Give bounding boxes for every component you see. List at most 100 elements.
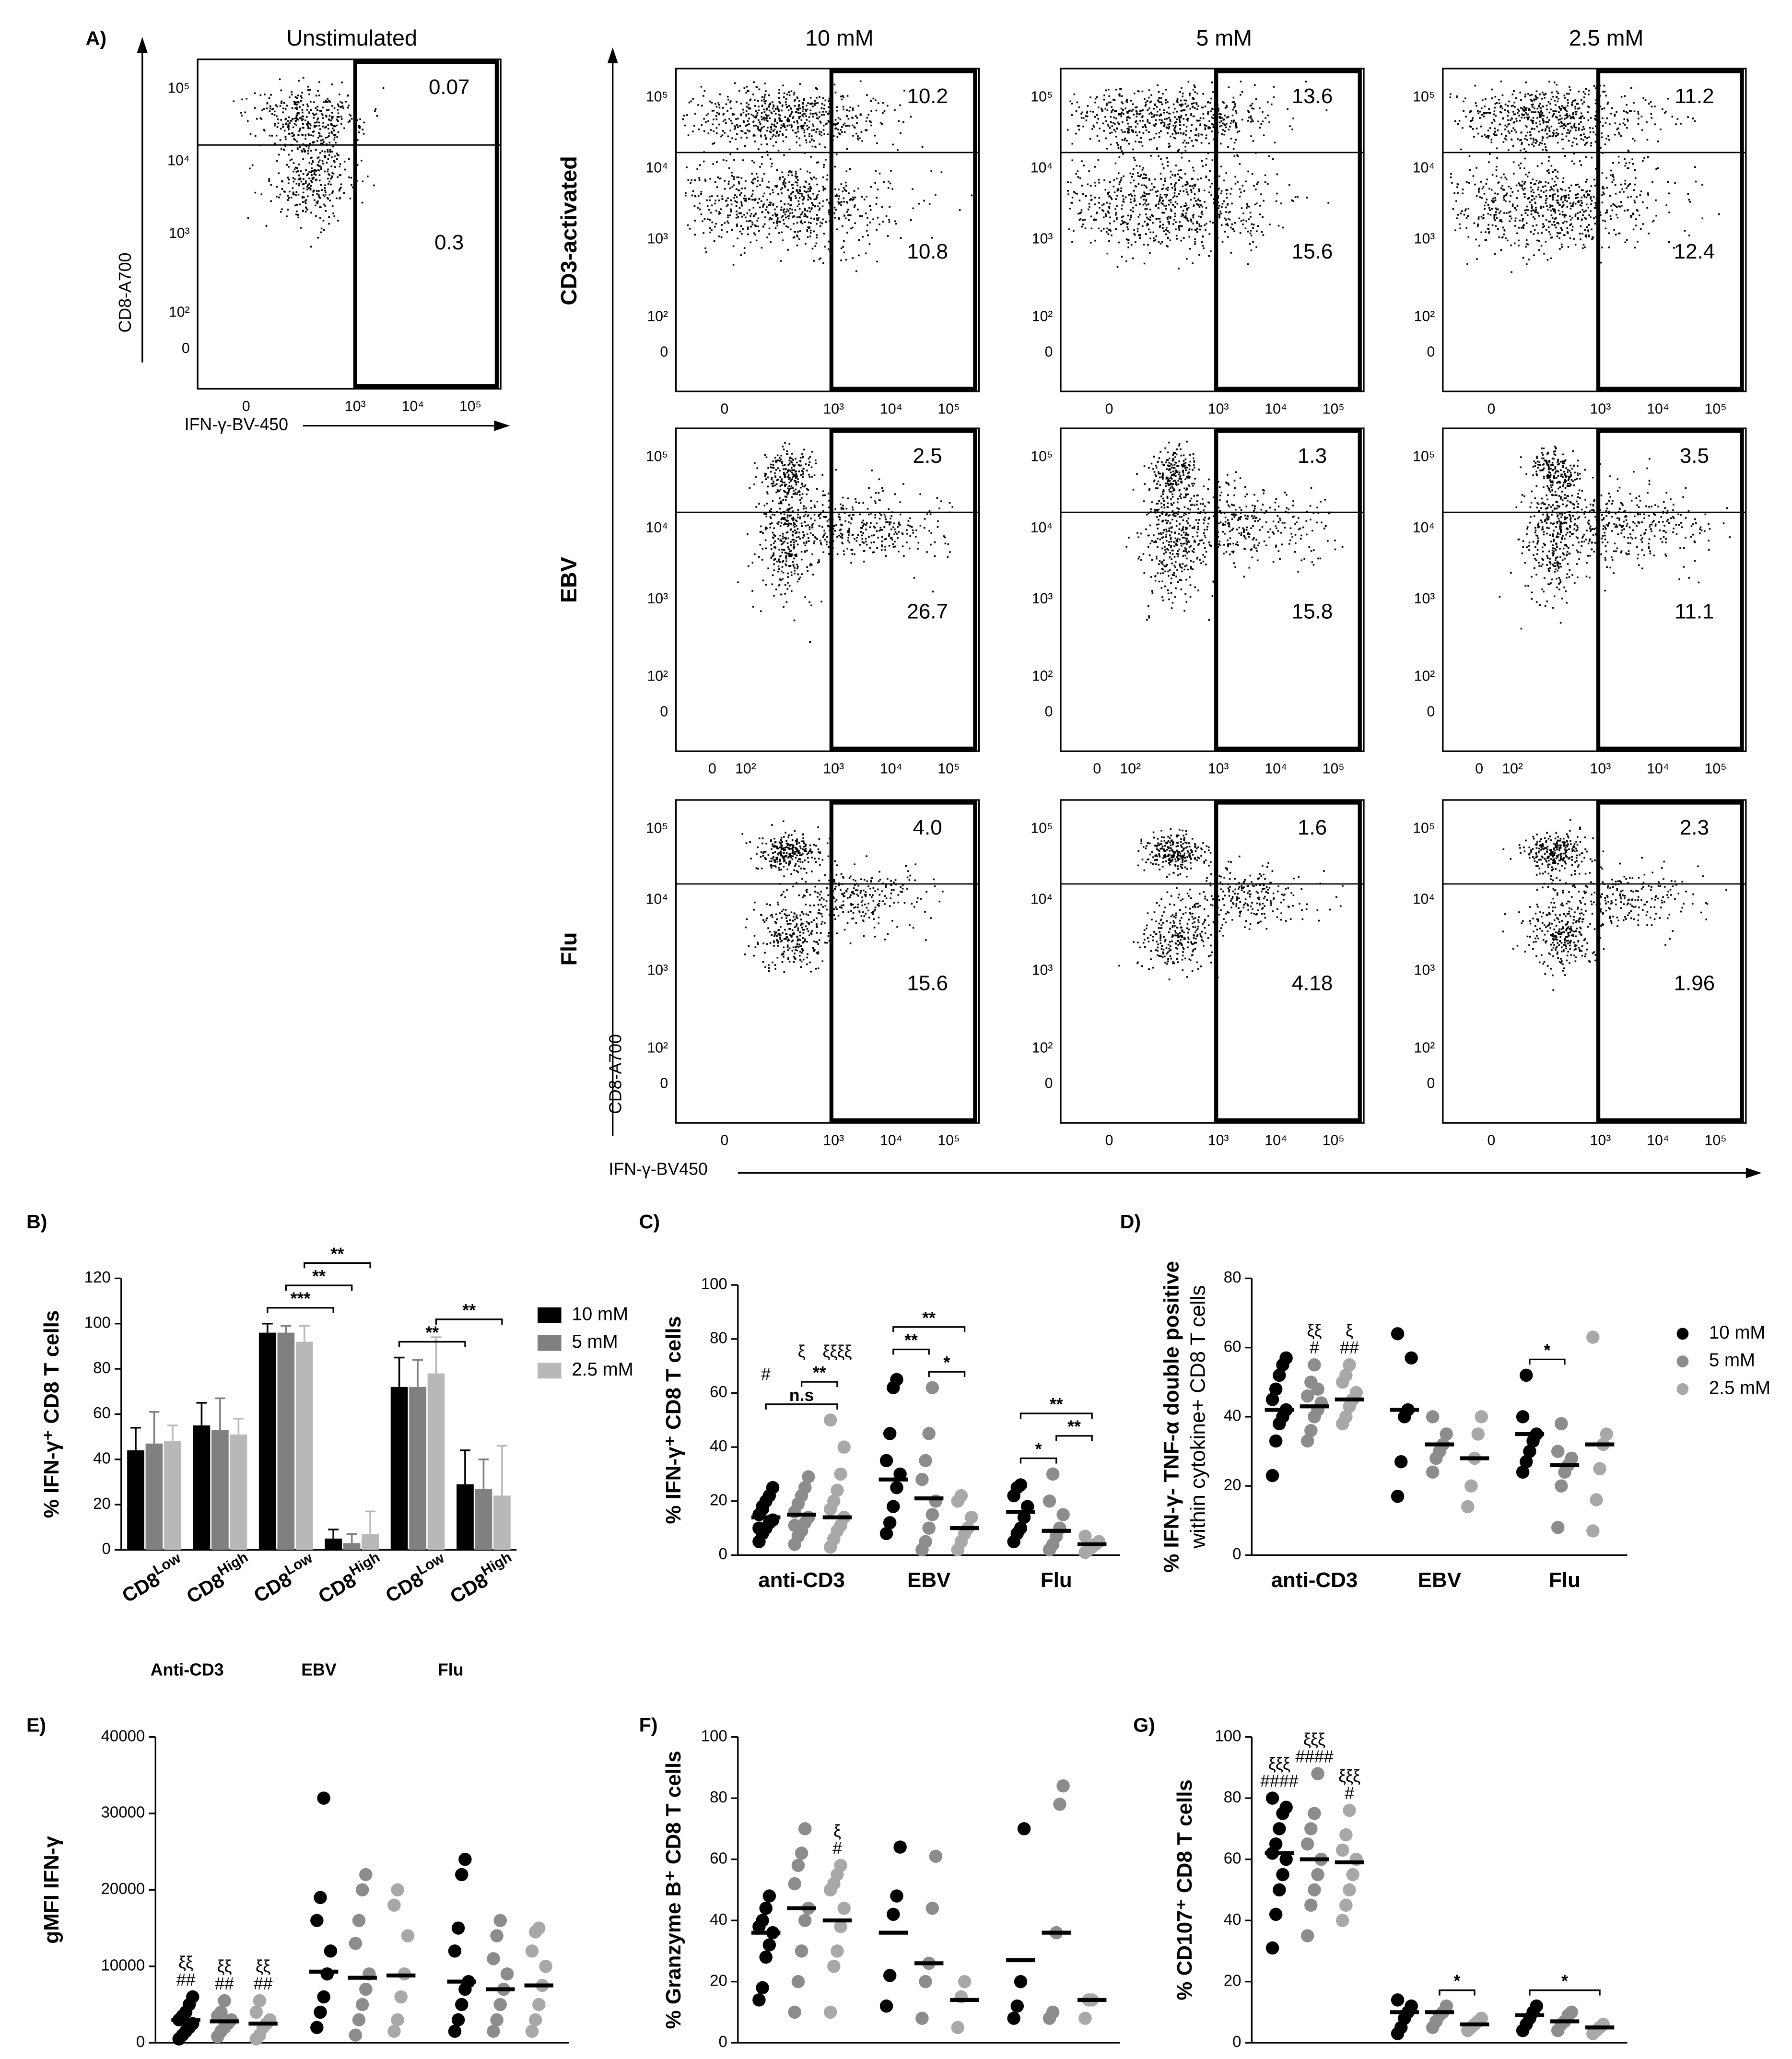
plot-title: Unstimulated bbox=[286, 25, 417, 50]
data-point bbox=[1014, 1521, 1028, 1535]
data-point bbox=[798, 1914, 812, 1927]
x-tick-label: EBV bbox=[907, 1568, 951, 1592]
data-point bbox=[448, 1944, 462, 1958]
x-tick-label: 0 bbox=[1475, 761, 1483, 777]
y-tick-label: 10² bbox=[647, 308, 668, 324]
significance-label: *** bbox=[291, 1289, 311, 1308]
gate-percent: 11.2 bbox=[1675, 84, 1714, 108]
y-tick-label: 80 bbox=[1224, 1268, 1242, 1286]
data-point bbox=[1516, 1410, 1530, 1424]
data-point bbox=[1343, 1358, 1356, 1372]
data-point bbox=[1056, 1779, 1070, 1793]
data-point bbox=[349, 2028, 363, 2042]
legend-label: 10 mM bbox=[572, 1304, 629, 1325]
y-tick-label: 10⁵ bbox=[1031, 449, 1053, 465]
x-tick-label: 10⁴ bbox=[880, 1133, 902, 1149]
x-tick-label: 10⁴ bbox=[1647, 761, 1669, 777]
legend-label: 5 mM bbox=[1709, 1350, 1755, 1371]
y-tick-label: 10² bbox=[647, 668, 668, 684]
gate-percent: 0.07 bbox=[429, 75, 470, 99]
category-sup: High bbox=[479, 1549, 515, 1579]
x-tick-label: 10⁵ bbox=[937, 761, 960, 777]
x-tick-label: 10² bbox=[1502, 761, 1523, 777]
data-point bbox=[1523, 1445, 1536, 1458]
bar bbox=[457, 1484, 474, 1550]
legend-swatch bbox=[1676, 1355, 1689, 1367]
gate-percent: 12.4 bbox=[1674, 240, 1715, 263]
bar bbox=[427, 1373, 445, 1550]
bar bbox=[277, 1332, 295, 1550]
data-point bbox=[1300, 1434, 1314, 1448]
data-point bbox=[795, 1944, 808, 1958]
data-point bbox=[355, 1883, 369, 1897]
data-point bbox=[951, 2021, 965, 2035]
gate-percent: 1.6 bbox=[1298, 816, 1327, 839]
data-point bbox=[387, 1898, 401, 1912]
data-point bbox=[394, 1990, 408, 2004]
y-tick-label: 100 bbox=[701, 1727, 727, 1744]
legend-swatch bbox=[538, 1335, 562, 1351]
y-tick-label: 10⁴ bbox=[167, 153, 190, 169]
gate-percent: 1.96 bbox=[1674, 971, 1715, 995]
data-point bbox=[762, 1889, 776, 1903]
data-point bbox=[451, 2013, 465, 2027]
symbol: #### bbox=[1295, 1747, 1334, 1766]
y-tick-label: 0 bbox=[1232, 1545, 1241, 1563]
data-point bbox=[1586, 1524, 1600, 1538]
x-tick-label: Flu bbox=[1549, 1568, 1581, 1592]
data-point bbox=[1269, 1837, 1283, 1851]
y-tick-label: 10² bbox=[1414, 668, 1435, 684]
y-axis-label: % CD107⁺ CD8 T cells bbox=[1173, 1779, 1196, 2000]
significance-label: * bbox=[1561, 1972, 1568, 1991]
x-tick-label: 10⁴ bbox=[1265, 761, 1287, 777]
y-axis-label-line: % IFN-γ⁺ CD8 T cells bbox=[40, 1310, 63, 1518]
data-point bbox=[528, 2013, 542, 2027]
symbol: ξξ bbox=[1307, 1321, 1322, 1340]
data-point bbox=[249, 2005, 263, 2019]
data-point bbox=[788, 1877, 802, 1891]
y-tick-label: 10⁵ bbox=[1413, 821, 1435, 836]
data-point bbox=[1391, 1490, 1405, 1503]
plot-frame bbox=[675, 427, 980, 752]
data-point bbox=[1010, 1999, 1024, 2013]
data-point bbox=[314, 1891, 327, 1905]
x-tick-label: 0 bbox=[720, 1133, 728, 1149]
y-tick-label: 0 bbox=[718, 1545, 727, 1563]
data-point bbox=[1565, 1451, 1579, 1465]
data-point bbox=[1346, 1868, 1359, 1882]
y-tick-label: 20000 bbox=[101, 1880, 145, 1897]
data-point bbox=[1046, 1467, 1060, 1481]
data-point bbox=[1273, 1883, 1286, 1897]
y-axis-label-line: % CD107⁺ CD8 T cells bbox=[1173, 1779, 1196, 2000]
category-sup: High bbox=[215, 1549, 251, 1579]
data-point bbox=[1335, 1843, 1349, 1857]
data-point bbox=[762, 1938, 776, 1952]
bar bbox=[362, 1534, 379, 1550]
category-sup: Low bbox=[151, 1550, 184, 1578]
significance-bracket bbox=[398, 1341, 466, 1347]
y-tick-label: 40 bbox=[1224, 1910, 1242, 1928]
y-tick-label: 10⁴ bbox=[1031, 892, 1053, 907]
legend-label: 10 mM bbox=[1709, 1322, 1766, 1343]
x-tick-label: anti-CD3 bbox=[181, 2056, 268, 2059]
x-tick-label: 10⁴ bbox=[1647, 401, 1669, 417]
data-point bbox=[919, 1454, 932, 1468]
gate bbox=[1214, 69, 1362, 391]
data-point bbox=[359, 1982, 373, 1996]
symbol: ξ bbox=[1346, 1321, 1353, 1340]
data-point bbox=[1078, 1530, 1092, 1543]
data-point bbox=[1300, 1929, 1314, 1942]
data-point bbox=[1304, 1424, 1318, 1437]
data-point bbox=[752, 1521, 766, 1535]
data-point bbox=[320, 1967, 334, 1981]
significance-bracket bbox=[435, 1318, 503, 1325]
y-tick-label: 10² bbox=[647, 1040, 668, 1056]
x-tick-label: CD8Low bbox=[116, 1550, 188, 1607]
event-dots bbox=[1125, 440, 1344, 621]
y-tick-label: 0 bbox=[660, 1075, 668, 1091]
data-point bbox=[1265, 1791, 1279, 1805]
y-tick-label: 10³ bbox=[647, 591, 668, 607]
data-point bbox=[756, 1914, 769, 1927]
x-tick-label: Flu bbox=[1549, 2056, 1581, 2059]
category-sup: Low bbox=[282, 1550, 316, 1578]
